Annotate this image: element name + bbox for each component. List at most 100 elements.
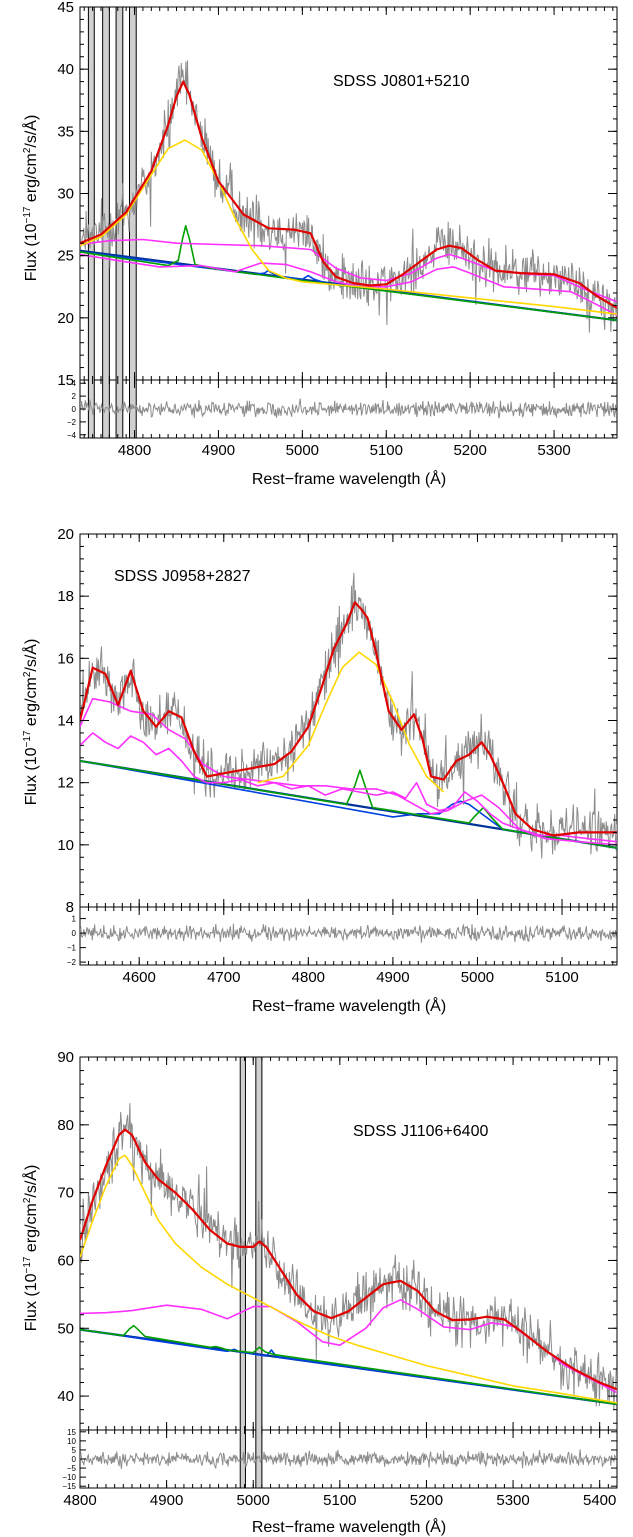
residual-tick-label: −1 <box>67 944 77 953</box>
y-tick-label: 15 <box>57 372 74 389</box>
y-tick-label: 25 <box>57 248 74 265</box>
main-plot-frame <box>79 1056 618 1431</box>
y-tick-label: 12 <box>57 775 74 792</box>
observed-flux-line <box>80 60 617 333</box>
y-axis-label: Flux (10−17 erg/cm2/s/Å) <box>21 639 40 806</box>
residuals <box>80 1449 617 1469</box>
x-tick-label: 5100 <box>323 1492 356 1509</box>
observed-spectrum <box>80 572 617 859</box>
y-tick-label: 45 <box>57 0 74 16</box>
broad-hbeta-line <box>80 1154 617 1404</box>
residual-line <box>80 1449 617 1469</box>
y-tick-label: 35 <box>57 123 74 140</box>
feii-lower-line <box>80 253 617 317</box>
panel-title: SDSS J0801+5210 <box>333 73 470 90</box>
x-tick-label: 4700 <box>207 969 240 986</box>
masked-region <box>102 7 110 438</box>
y-tick-label: 70 <box>57 1185 74 1202</box>
broad-hbeta-line <box>80 139 617 315</box>
axes-ticks: 4800 4900 5000 5100 5200 53001520253035404542… <box>57 0 617 459</box>
y-tick-label: 80 <box>57 1117 74 1134</box>
x-tick-label: 4900 <box>150 1492 183 1509</box>
y-tick-label: 20 <box>57 526 74 543</box>
feii-template-line <box>80 1299 617 1394</box>
y-tick-label: 8 <box>66 899 74 916</box>
total-model-line <box>80 601 617 837</box>
residual-line <box>80 923 617 943</box>
residual-tick-label: 4 <box>72 379 77 388</box>
x-tick-label: 5100 <box>370 442 403 459</box>
residual-line <box>80 398 617 419</box>
broad-hbeta-line <box>257 651 445 793</box>
axes-ticks: 4600 4700 4800 4900 5000 5100810121416182010−… <box>57 526 617 986</box>
residual-tick-label: 10 <box>67 1437 76 1446</box>
feii-upper-line <box>80 697 617 846</box>
y-tick-label: 16 <box>57 650 74 667</box>
x-tick-label: 5400 <box>583 1492 616 1509</box>
masked-region <box>129 7 137 438</box>
y-tick-label: 60 <box>57 1252 74 1269</box>
y-axis-label: Flux (10−17 erg/cm2/s/Å) <box>21 115 40 282</box>
y-axis-label: Flux (10−17 erg/cm2/s/Å) <box>21 1165 40 1332</box>
residual-tick-label: −15 <box>62 1482 76 1491</box>
total-model-line <box>80 80 617 309</box>
x-tick-label: 5200 <box>453 442 486 459</box>
feii-lower-line <box>80 732 617 843</box>
residual-tick-label: 0 <box>72 1455 77 1464</box>
oiii-component-line <box>80 760 617 849</box>
axes-ticks: 4800 4900 5000 5100 5200 5300 5400405060708090… <box>57 1049 618 1509</box>
panel-title: SDSS J0958+2827 <box>114 568 251 585</box>
model-components <box>80 80 617 322</box>
x-axis-label: Rest−frame wavelength (Å) <box>252 1517 446 1536</box>
y-tick-label: 30 <box>57 186 74 203</box>
y-tick-label: 90 <box>57 1049 74 1066</box>
spectrum-panel-3: 4800 4900 5000 5100 5200 5300 5400405060708090… <box>21 1049 618 1536</box>
observed-spectrum <box>80 60 617 333</box>
x-tick-label: 4900 <box>376 969 409 986</box>
y-tick-label: 40 <box>57 61 74 78</box>
residual-tick-label: 2 <box>72 392 77 401</box>
residual-tick-label: 0 <box>72 929 77 938</box>
spectrum-panel-1: 4800 4900 5000 5100 5200 53001520253035404542… <box>21 0 618 488</box>
y-tick-label: 40 <box>57 1388 74 1405</box>
x-tick-label: 5300 <box>537 442 570 459</box>
total-model-line <box>80 1128 617 1391</box>
x-tick-label: 4800 <box>292 969 325 986</box>
x-axis-label: Rest−frame wavelength (Å) <box>252 996 446 1015</box>
x-tick-label: 4800 <box>63 1492 96 1509</box>
residual-plot-frame <box>79 906 618 966</box>
main-plot-frame <box>79 6 618 381</box>
panel-title: SDSS J1106+6400 <box>353 1123 488 1140</box>
x-tick-label: 4600 <box>123 969 156 986</box>
narrow-hbeta-line <box>80 225 617 322</box>
x-tick-label: 5100 <box>545 969 578 986</box>
residual-tick-label: −10 <box>62 1473 76 1482</box>
residual-tick-label: 0 <box>72 405 77 414</box>
residual-tick-label: −2 <box>67 958 77 967</box>
observed-spectrum <box>80 1103 617 1411</box>
narrow-hbeta-line <box>80 1324 617 1405</box>
x-axis-label: Rest−frame wavelength (Å) <box>252 469 446 488</box>
residuals <box>80 398 617 419</box>
x-tick-label: 4900 <box>202 442 235 459</box>
y-tick-label: 10 <box>57 837 74 854</box>
x-tick-label: 5000 <box>237 1492 270 1509</box>
residual-tick-label: −4 <box>67 431 77 440</box>
y-tick-label: 50 <box>57 1320 74 1337</box>
x-tick-label: 5000 <box>286 442 319 459</box>
residuals <box>80 923 617 943</box>
masked-region <box>87 7 95 438</box>
oiii-component-line <box>80 1328 617 1405</box>
residual-tick-label: 1 <box>72 915 77 924</box>
masked-region <box>255 1057 263 1488</box>
model-components <box>80 1128 617 1406</box>
spectrum-panel-2: 4600 4700 4800 4900 5000 5100810121416182010−… <box>21 526 618 1015</box>
residual-tick-label: −2 <box>67 418 77 427</box>
y-tick-label: 20 <box>57 310 74 327</box>
x-tick-label: 5200 <box>410 1492 443 1509</box>
residual-tick-label: −5 <box>67 1464 77 1473</box>
x-tick-label: 4800 <box>118 442 151 459</box>
residual-tick-label: 15 <box>67 1428 76 1437</box>
model-components <box>80 601 617 849</box>
x-tick-label: 5000 <box>461 969 494 986</box>
